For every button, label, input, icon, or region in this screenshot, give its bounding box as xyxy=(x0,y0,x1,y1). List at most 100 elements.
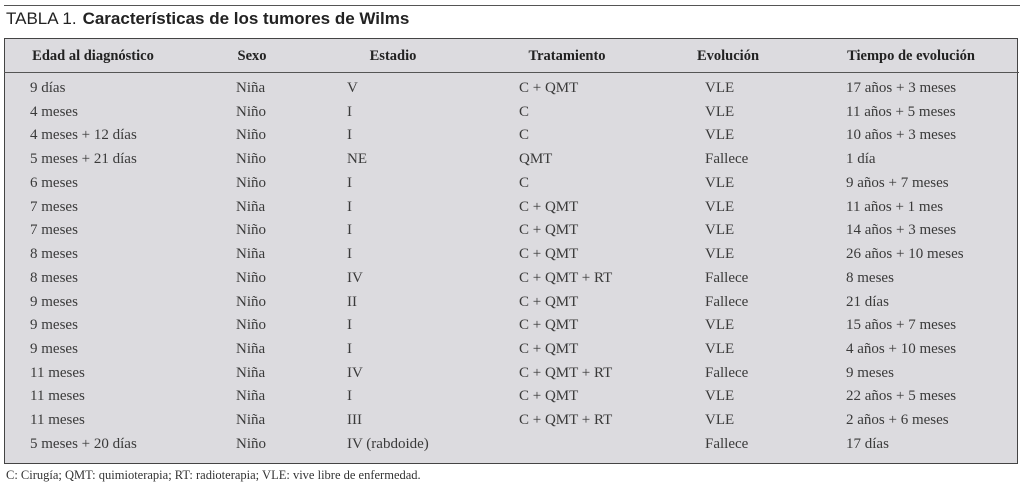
table-cell: C + QMT xyxy=(519,198,579,215)
table-cell: C xyxy=(519,174,530,191)
table-cell: III xyxy=(347,412,362,429)
table-cell: Niña xyxy=(236,246,266,263)
table-cell: Niño xyxy=(236,127,266,144)
table-cell: 4 meses xyxy=(30,103,78,120)
table-cell: 9 meses xyxy=(30,317,78,334)
table-cell: Niña xyxy=(236,388,266,405)
table-cell: 9 meses xyxy=(30,293,78,310)
table-cell: C + QMT xyxy=(519,388,579,405)
rule xyxy=(4,5,1020,6)
table-cell: Niño xyxy=(236,435,266,452)
table-cell: IV xyxy=(347,269,363,286)
table-cell: VLE xyxy=(705,80,735,96)
header-rule xyxy=(4,72,1019,73)
table-cell: VLE xyxy=(705,388,735,405)
title: TABLA 1. Características de los tumores d… xyxy=(6,9,409,29)
table-cell: 21 días xyxy=(846,293,889,310)
table-cell: Niña xyxy=(236,341,266,358)
table-cell: C + QMT xyxy=(519,341,579,358)
table-cell: C + QMT + RT xyxy=(519,412,613,429)
table-cell: 11 años + 1 mes xyxy=(846,198,944,215)
table-cell: C + QMT xyxy=(519,222,579,239)
table-cell: 14 años + 3 meses xyxy=(846,222,957,239)
table-cell: 9 meses xyxy=(30,341,78,358)
table-cell: 17 días xyxy=(846,435,889,452)
table-cell: Niño xyxy=(236,269,266,286)
table-cell: 9 años + 7 meses xyxy=(846,174,949,191)
table-cell: C + QMT + RT xyxy=(519,269,613,286)
table-cell: Niño xyxy=(236,317,266,334)
table-cell: QMT xyxy=(519,151,553,168)
table-cell: Niño xyxy=(236,174,266,191)
column-header: Sexo xyxy=(237,48,267,64)
table-cell: C + QMT + RT xyxy=(519,364,613,381)
column-header: Evolución xyxy=(696,48,760,64)
table-cell: II xyxy=(347,293,357,310)
table-cell: C xyxy=(519,103,530,120)
table-cell: 4 meses + 12 días xyxy=(30,127,137,144)
table-cell: C + QMT xyxy=(519,317,579,334)
table-title: Características de los tumores de Wilms xyxy=(82,9,410,28)
footnote: C: Cirugía; QMT: quimioterapia; RT: radi… xyxy=(6,468,421,482)
table-cell: VLE xyxy=(705,127,735,144)
table-cell: IV xyxy=(347,364,363,381)
column-header: Estadio xyxy=(369,48,417,64)
table-cell: C + QMT xyxy=(519,246,579,263)
table-cell: Fallece xyxy=(705,435,749,452)
table-cell: V xyxy=(347,80,358,96)
table-cell: C xyxy=(519,127,530,144)
table-cell: 7 meses xyxy=(30,222,78,239)
table-cell: Fallece xyxy=(705,364,749,381)
table-cell: VLE xyxy=(705,103,735,120)
table-cell: VLE xyxy=(705,198,735,215)
table-cell: Niña xyxy=(236,80,266,96)
table-cell: 11 meses xyxy=(30,388,85,405)
table-cell: I xyxy=(347,317,352,334)
table-cell: 26 años + 10 meses xyxy=(846,246,964,263)
table-cell: Niño xyxy=(236,293,266,310)
table-cell: Niña xyxy=(236,198,266,215)
column-header: Tiempo de evolución xyxy=(847,48,975,64)
table-cell: 6 meses xyxy=(30,174,78,191)
table-cell: 22 años + 5 meses xyxy=(846,388,957,405)
table-cell: NE xyxy=(347,151,367,168)
table-cell: VLE xyxy=(705,412,735,429)
table-cell: I xyxy=(347,174,352,191)
table-cell: Fallece xyxy=(705,151,749,168)
table-cell: I xyxy=(347,127,352,144)
table-cell: Niño xyxy=(236,151,266,168)
table-cell: Fallece xyxy=(705,269,749,286)
table-cell: 5 meses + 21 días xyxy=(30,151,137,168)
table-cell: I xyxy=(347,103,352,120)
column-header: Edad al diagnóstico xyxy=(32,48,154,64)
table-cell: Niña xyxy=(236,364,266,381)
table-cell: VLE xyxy=(705,246,735,263)
table-cell: VLE xyxy=(705,317,735,334)
table-box xyxy=(4,38,1018,464)
table-cell: Fallece xyxy=(705,293,749,310)
column-header: Tratamiento xyxy=(528,48,606,64)
table-cell: 8 meses xyxy=(846,269,894,286)
table-label: TABLA 1. xyxy=(6,9,77,28)
table-cell: 1 día xyxy=(846,151,876,168)
table-cell: VLE xyxy=(705,174,735,191)
table-cell: Niño xyxy=(236,222,266,239)
table-cell: VLE xyxy=(705,222,735,239)
table-cell: I xyxy=(347,341,352,358)
table-cell: 9 días xyxy=(30,80,66,96)
table-cell: 4 años + 10 meses xyxy=(846,341,957,358)
table-cell: IV (rabdoide) xyxy=(347,435,429,452)
table-cell: 2 años + 6 meses xyxy=(846,412,949,429)
table-cell: 15 años + 7 meses xyxy=(846,317,957,334)
table-cell: 10 años + 3 meses xyxy=(846,127,957,144)
table-cell: C + QMT xyxy=(519,80,579,96)
table-cell: I xyxy=(347,198,352,215)
table-cell: 17 años + 3 meses xyxy=(846,80,957,96)
table-cell: 11 meses xyxy=(30,412,85,429)
table-cell: 8 meses xyxy=(30,246,78,263)
table-cell: 11 años + 5 meses xyxy=(846,103,956,120)
table-cell: 5 meses + 20 días xyxy=(30,435,137,452)
table-cell: I xyxy=(347,388,352,405)
table-cell: 9 meses xyxy=(846,364,894,381)
